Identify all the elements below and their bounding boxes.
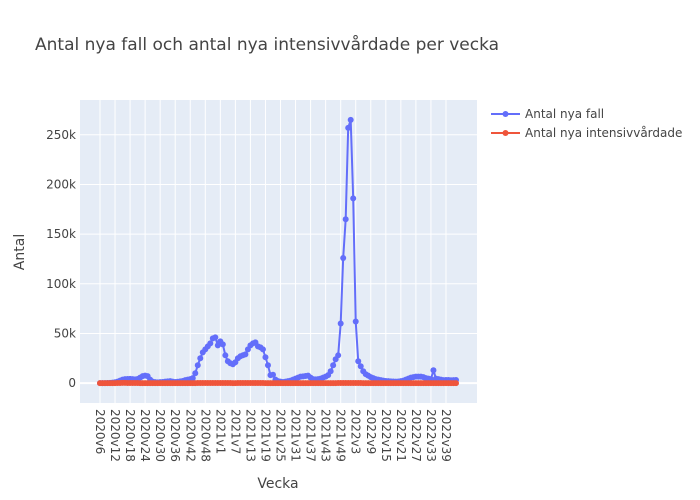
x-tick-label: 2021v37 — [304, 409, 318, 462]
x-tick-label: 2022v9 — [364, 409, 378, 454]
data-point — [430, 367, 437, 374]
x-tick-label: 2020v48 — [198, 409, 212, 462]
x-tick-label: 2021v49 — [334, 409, 348, 462]
x-gridlines — [99, 100, 447, 403]
data-point — [194, 362, 201, 369]
legend[interactable]: Antal nya fall Antal nya intensivvårdade — [491, 107, 682, 140]
x-tick-label: 2021v13 — [243, 409, 257, 462]
x-tick-label: 2020v30 — [153, 409, 167, 462]
data-point — [197, 355, 204, 362]
legend-label: Antal nya fall — [525, 107, 604, 121]
data-point — [327, 368, 334, 375]
data-point — [264, 362, 271, 369]
x-tick-label: 2020v18 — [123, 409, 137, 462]
data-point — [357, 363, 364, 370]
y-axis-title: Antal — [12, 234, 28, 270]
y-tick-label: 0 — [68, 376, 76, 390]
chart-title: Antal nya fall och antal nya intensivvår… — [35, 34, 499, 55]
y-tick-label: 100k — [46, 277, 76, 291]
plot-area — [80, 100, 477, 403]
x-tick-label: 2022v33 — [424, 409, 438, 462]
series-2 — [97, 379, 459, 387]
data-point — [259, 346, 266, 353]
x-axis-title: Vecka — [257, 476, 298, 492]
x-tick-label: 2021v25 — [274, 409, 288, 462]
data-point — [262, 354, 269, 361]
x-tick-label: 2020v6 — [93, 409, 107, 454]
legend-label: Antal nya intensivvårdade — [525, 126, 682, 140]
x-tick-label: 2022v39 — [439, 409, 453, 462]
series-layer — [97, 116, 459, 387]
y-tick-label: 250k — [46, 128, 76, 142]
data-point — [355, 358, 362, 365]
data-point — [207, 340, 214, 347]
legend-marker — [502, 130, 509, 136]
x-tick-label: 2022v27 — [409, 409, 423, 462]
data-point — [337, 320, 344, 327]
data-point — [345, 124, 352, 131]
data-point — [269, 371, 276, 378]
legend-item-2[interactable]: Antal nya intensivvårdade — [491, 126, 682, 140]
y-tick-labels: 0 50k 100k 150k 200k 250k — [46, 128, 76, 390]
x-tick-label: 2021v31 — [289, 409, 303, 462]
x-tick-label: 2020v12 — [108, 409, 122, 462]
data-point — [340, 254, 347, 261]
x-tick-label: 2020v36 — [168, 409, 182, 462]
data-point — [192, 370, 199, 377]
legend-marker — [502, 111, 509, 117]
x-tick-label: 2022v15 — [379, 409, 393, 462]
x-tick-label: 2021v7 — [228, 409, 242, 454]
data-point — [222, 352, 229, 359]
data-point — [342, 216, 349, 223]
y-tick-label: 150k — [46, 227, 76, 241]
data-point — [335, 352, 342, 359]
data-point — [352, 318, 359, 325]
x-tick-label: 2022v3 — [349, 409, 363, 454]
x-tick-label: 2021v43 — [319, 409, 333, 462]
legend-item-1[interactable]: Antal nya fall — [491, 107, 604, 121]
data-point — [219, 341, 226, 348]
x-tick-label: 2021v1 — [213, 409, 227, 454]
x-tick-label: 2020v42 — [183, 409, 197, 462]
data-point — [242, 351, 249, 358]
data-point — [347, 116, 354, 123]
data-point — [212, 334, 219, 341]
data-point — [189, 375, 196, 382]
x-tick-label: 2022v21 — [394, 409, 408, 462]
data-point — [330, 362, 337, 369]
y-tick-label: 50k — [54, 326, 76, 340]
y-tick-label: 200k — [46, 177, 76, 191]
data-point — [350, 195, 357, 202]
x-tick-labels: 2020v6 2020v12 2020v18 2020v24 2020v30 2020v3… — [93, 409, 453, 462]
data-point — [453, 380, 459, 387]
x-tick-label: 2020v24 — [138, 409, 152, 462]
x-tick-label: 2021v19 — [258, 409, 272, 462]
